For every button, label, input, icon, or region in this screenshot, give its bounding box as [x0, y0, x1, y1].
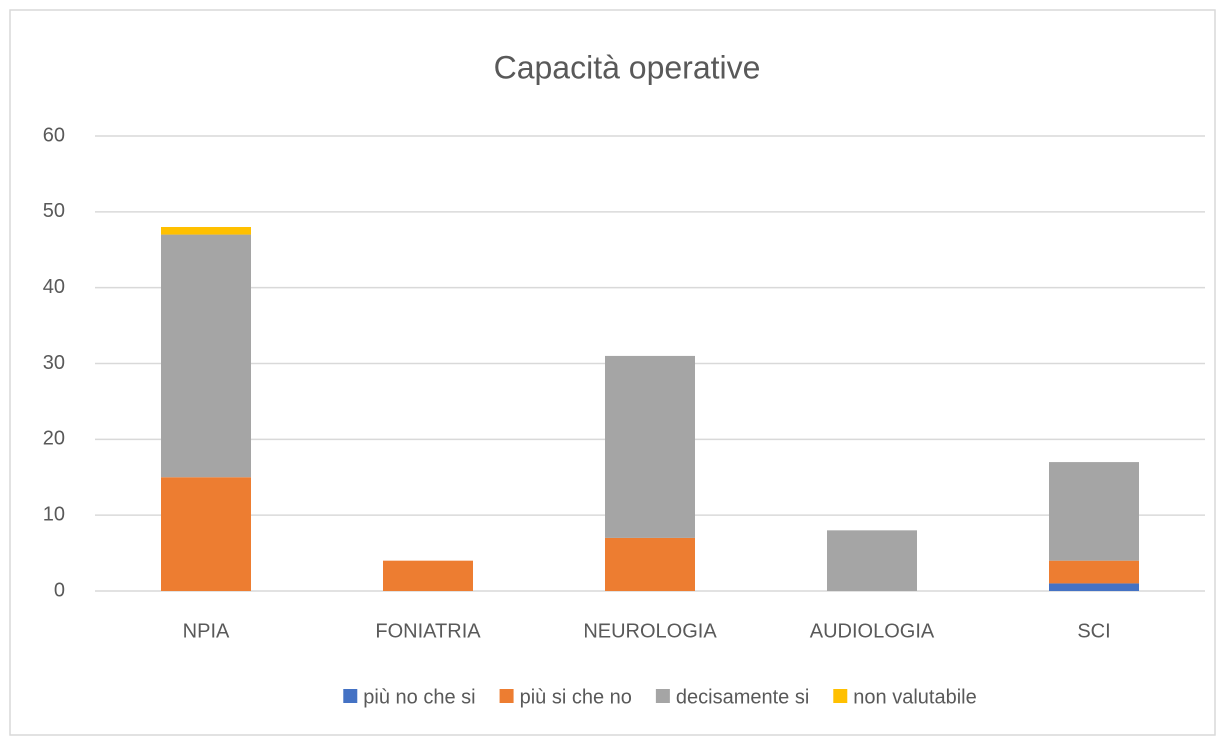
y-tick-label: 30 [43, 352, 65, 374]
legend-label: più si che no [520, 686, 632, 708]
x-tick-label: AUDIOLOGIA [810, 620, 935, 642]
legend-label: decisamente si [676, 686, 809, 708]
y-tick-label: 50 [43, 200, 65, 222]
y-tick-label: 60 [43, 124, 65, 146]
bar-segment [383, 560, 473, 591]
x-tick-label: FONIATRIA [375, 620, 481, 642]
legend-swatch [343, 689, 358, 703]
x-tick-label: SCI [1077, 620, 1110, 642]
bar-segment [1049, 583, 1139, 591]
legend-label: non valutabile [853, 686, 976, 708]
bar-segment [1049, 560, 1139, 584]
y-tick-label: 0 [54, 579, 65, 601]
bar-segment [605, 537, 695, 591]
bar-segment [161, 227, 251, 235]
y-tick-label: 20 [43, 428, 65, 450]
x-tick-label: NPIA [183, 620, 230, 642]
bar-segment [161, 477, 251, 591]
legend-label: più no che si [363, 686, 475, 708]
legend-swatch [833, 689, 848, 703]
bar-segment [161, 234, 251, 478]
legend-swatch [499, 689, 514, 703]
bar-segment [605, 355, 695, 538]
bar-segment [827, 530, 917, 591]
y-tick-label: 40 [43, 276, 65, 298]
y-tick-label: 10 [43, 503, 65, 525]
legend-swatch [655, 689, 670, 703]
chart-title: Capacità operative [494, 49, 761, 85]
x-tick-label: NEUROLOGIA [583, 620, 717, 642]
bar-segment [1049, 462, 1139, 561]
